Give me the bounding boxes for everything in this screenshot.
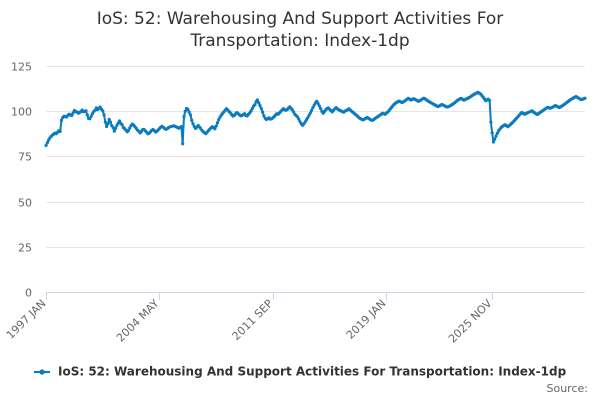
data-point[interactable] <box>217 117 221 122</box>
data-point[interactable] <box>255 98 260 102</box>
data-point[interactable] <box>112 129 116 133</box>
data-point[interactable] <box>291 110 296 114</box>
data-point[interactable] <box>494 134 498 138</box>
data-point[interactable] <box>188 113 193 117</box>
data-point[interactable] <box>182 115 186 119</box>
data-point[interactable] <box>306 116 310 120</box>
data-point[interactable] <box>58 129 62 134</box>
data-point[interactable] <box>190 118 194 122</box>
x-tick-label-4: 2025 NOV <box>446 297 495 346</box>
data-point[interactable] <box>114 126 118 130</box>
data-point[interactable] <box>186 107 190 111</box>
data-point[interactable] <box>108 120 113 124</box>
data-point[interactable] <box>495 131 499 135</box>
chart-title: IoS: 52: Warehousing And Support Activit… <box>0 8 600 52</box>
data-point[interactable] <box>103 120 107 124</box>
data-point[interactable] <box>102 113 106 117</box>
data-point[interactable] <box>583 96 587 100</box>
y-tick-label-100: 100 <box>11 106 32 119</box>
data-point[interactable] <box>490 131 494 135</box>
data-point[interactable] <box>493 137 497 141</box>
data-point[interactable] <box>111 125 115 130</box>
data-point[interactable] <box>45 141 49 145</box>
data-point[interactable] <box>215 121 220 125</box>
source-credit[interactable]: Source: <box>546 382 589 395</box>
data-point[interactable] <box>258 104 262 108</box>
y-tick-label-75: 75 <box>18 151 32 164</box>
data-point[interactable] <box>117 119 122 123</box>
data-point[interactable] <box>316 101 320 106</box>
data-point[interactable] <box>261 110 265 114</box>
data-point[interactable] <box>84 109 88 113</box>
y-tick-label-50: 50 <box>18 197 32 210</box>
legend-label: IoS: 52: Warehousing And Support Activit… <box>57 364 567 379</box>
data-point[interactable] <box>89 114 93 118</box>
data-point[interactable] <box>106 122 110 126</box>
data-point[interactable] <box>183 109 187 113</box>
data-point[interactable] <box>317 104 321 108</box>
data-point[interactable] <box>487 98 492 103</box>
data-point[interactable] <box>259 107 263 111</box>
legend-line-marker-icon <box>33 368 50 375</box>
data-point[interactable] <box>491 140 496 144</box>
data-point[interactable] <box>297 117 301 121</box>
data-point[interactable] <box>319 107 323 111</box>
data-point[interactable] <box>88 117 92 121</box>
data-point[interactable] <box>93 108 97 112</box>
chart-title-line-1: IoS: 52: Warehousing And Support Activit… <box>96 9 504 29</box>
data-point[interactable] <box>44 143 48 148</box>
data-point[interactable] <box>71 111 75 115</box>
legend[interactable]: IoS: 52: Warehousing And Support Activit… <box>0 364 600 379</box>
series-layer <box>44 90 587 148</box>
data-point[interactable] <box>249 109 253 113</box>
y-tick-label-25: 25 <box>18 242 32 255</box>
data-point[interactable] <box>213 127 217 131</box>
data-point[interactable] <box>59 118 64 122</box>
data-point[interactable] <box>187 110 191 114</box>
data-point[interactable] <box>310 108 314 112</box>
data-point[interactable] <box>191 122 195 126</box>
axes: 0 25 50 75 100 125 1997 JAN 2004 MAY 2011 SEP 201… <box>4 61 585 346</box>
x-tick-label-2: 2011 SEP <box>230 297 276 343</box>
x-tick-label-1: 2004 MAY <box>114 297 162 345</box>
data-point[interactable] <box>70 113 74 118</box>
data-point[interactable] <box>311 105 315 110</box>
data-point[interactable] <box>128 126 132 130</box>
data-point[interactable] <box>179 124 183 129</box>
data-point[interactable] <box>214 124 218 128</box>
data-point[interactable] <box>181 142 185 146</box>
data-point[interactable] <box>105 124 109 129</box>
data-point[interactable] <box>126 128 131 132</box>
data-point[interactable] <box>250 106 254 111</box>
data-point[interactable] <box>489 120 493 124</box>
data-point[interactable] <box>253 103 257 107</box>
data-point[interactable] <box>257 101 261 105</box>
chart-title-line-2: Transportation: Index-1dp <box>190 31 410 51</box>
y-tick-label-125: 125 <box>11 61 32 74</box>
data-point[interactable] <box>262 114 266 118</box>
data-point[interactable] <box>107 117 111 121</box>
data-point[interactable] <box>85 113 89 117</box>
data-point[interactable] <box>308 111 312 115</box>
y-tick-label-0: 0 <box>25 287 32 300</box>
data-point[interactable] <box>307 113 311 117</box>
x-tick-label-3: 2019 JAN <box>344 297 389 342</box>
data-point[interactable] <box>120 123 124 127</box>
x-tick-label-0: 1997 JAN <box>4 297 49 342</box>
data-point[interactable] <box>101 109 105 113</box>
